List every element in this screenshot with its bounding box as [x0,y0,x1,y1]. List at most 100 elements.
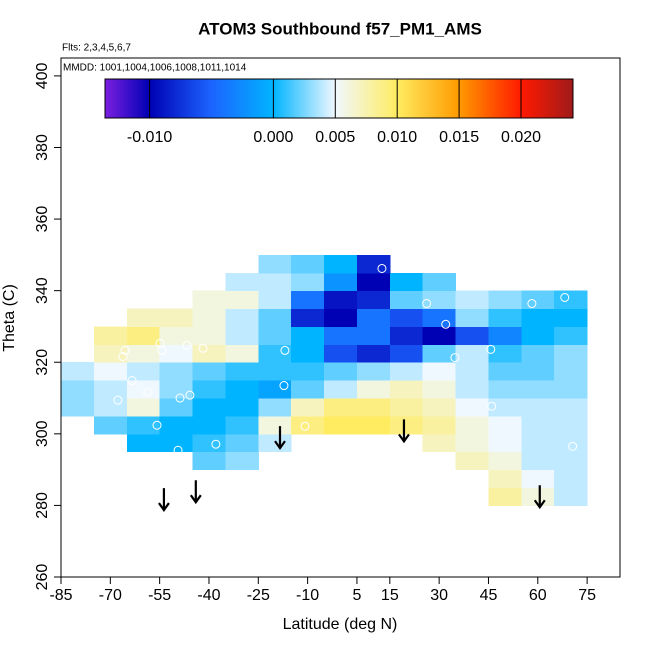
heat-cell [126,433,161,453]
heat-cell [324,272,358,292]
heat-cell [422,398,457,417]
heat-cell [488,469,522,489]
annotation: MMDD: 1001,1004,1006,1008,1011,1014 [63,63,247,74]
y-tick-label: 300 [34,420,51,447]
sample-point [120,345,130,355]
heat-cell [521,487,555,506]
y-tick-label: 320 [34,349,51,376]
heat-cell [554,380,588,399]
heat-cell [455,308,489,327]
heat-cell [422,308,457,327]
heat-cell [356,362,391,381]
heat-cell [422,326,457,345]
heat-cell [554,415,588,435]
heat-cell [225,290,259,310]
heat-cell [488,308,522,327]
heat-cell [488,451,522,471]
heat-cell [488,380,522,399]
heat-cell [192,433,226,453]
heat-cell [488,362,522,381]
colorbar-tick-label: -0.010 [127,129,172,146]
heat-cell [258,272,292,292]
sample-point [527,299,537,309]
heat-cell [554,326,588,345]
heat-cell [521,469,555,489]
heat-cell [192,380,226,399]
heat-cell [225,398,259,417]
heat-cell [61,380,95,399]
heat-cell [521,362,555,381]
heat-cell [389,290,424,310]
y-axis-label: Theta (C) [1,284,18,352]
heat-cell [389,326,424,345]
heat-cell [455,451,489,471]
sample-point [157,345,167,355]
heat-cell [324,398,358,417]
sample-point [441,319,451,329]
heat-cell [356,308,391,327]
heat-cell [356,272,391,292]
sample-point [185,390,195,400]
heat-cell [455,362,489,381]
heat-cell [324,380,358,399]
heat-cell [422,415,457,435]
x-tick-label: -70 [99,587,122,604]
y-tick-label: 380 [34,134,51,161]
heat-cell [324,254,358,274]
heat-cell [258,308,292,327]
heat-cell [126,398,161,417]
arrow [189,480,202,505]
heat-cell [521,415,555,435]
heat-cell [521,451,555,471]
heat-cell [389,398,424,417]
heat-cell [554,398,588,417]
sample-point [450,353,460,363]
heat-cell [159,415,194,435]
heat-cell [455,415,489,435]
heat-cell [291,398,325,417]
sample-point [113,395,123,405]
heat-cell [324,290,358,310]
heat-cell [291,380,325,399]
heat-cell [192,308,226,327]
heat-cell [93,380,128,399]
heat-cell [356,380,391,399]
heat-cell [126,415,161,435]
heat-cell [324,308,358,327]
x-tick-label: -40 [197,587,220,604]
heat-cell [159,380,194,399]
heat-cell [93,326,128,345]
heat-cell [521,344,555,363]
heat-cell [389,362,424,381]
x-tick-label: 60 [529,587,547,604]
sample-point [568,441,578,451]
heat-cell [422,433,457,453]
heat-cell [258,290,292,310]
heat-cell [258,254,292,274]
sample-point [279,381,289,391]
arrow [274,426,286,451]
heat-cell [554,487,588,506]
heat-cell [422,362,457,381]
heat-cell [488,290,522,310]
heat-cell [258,344,292,363]
heat-cell [93,398,128,417]
heat-cell [521,326,555,345]
heat-cell [356,398,391,417]
heat-cell [61,362,95,381]
heat-cell [258,380,292,399]
heat-cell [356,415,391,435]
colorbar-tick-label: 0.010 [377,129,417,146]
heat-cell [389,272,424,292]
x-tick-label: 15 [381,587,399,604]
sample-point [127,375,137,385]
sample-point [198,343,208,353]
heat-cell [455,290,489,310]
sample-point [487,401,497,411]
heat-cell [488,344,522,363]
heat-cell [324,326,358,345]
heat-cell [455,344,489,363]
heat-cell [225,380,259,399]
arrow [533,485,546,510]
heat-cell [225,362,259,381]
